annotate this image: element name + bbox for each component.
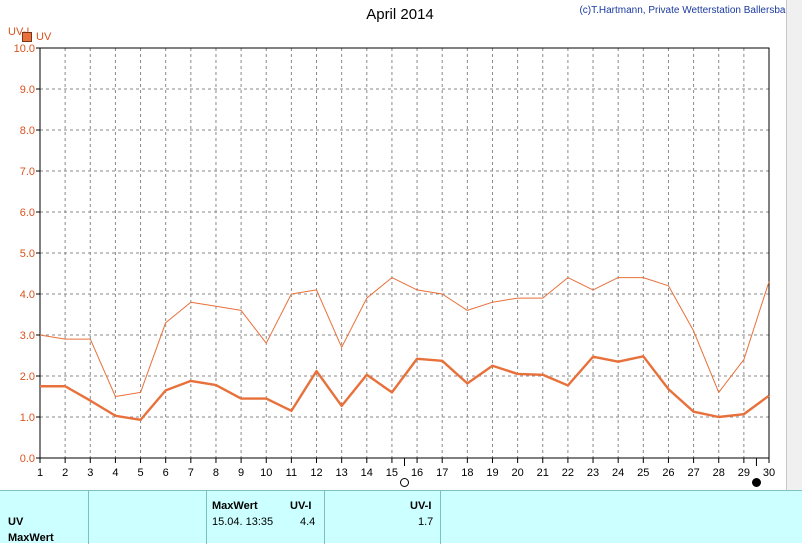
x-tick-label: 21 bbox=[537, 467, 549, 479]
x-tick-label: 29 bbox=[738, 467, 750, 479]
x-tick-label: 19 bbox=[486, 467, 498, 479]
open-circle-marker bbox=[400, 478, 409, 487]
legend-label: UV bbox=[36, 31, 52, 43]
series-lines bbox=[39, 277, 770, 422]
chart-grid bbox=[39, 47, 770, 459]
x-tick-label: 12 bbox=[310, 467, 322, 479]
legend: UV bbox=[22, 31, 51, 43]
y-tick-label: 7.0 bbox=[20, 166, 35, 178]
summary-panel: UV MaxWert MaxWert UV-I 15.04. 13:35 4.4… bbox=[0, 490, 802, 544]
x-tick-label: 5 bbox=[137, 467, 143, 479]
chart-title: April 2014 bbox=[366, 6, 434, 23]
vertical-scrollbar[interactable] bbox=[786, 0, 802, 490]
panel-max-header: MaxWert bbox=[212, 500, 258, 512]
x-tick-label: 18 bbox=[461, 467, 473, 479]
panel-max-datetime: 15.04. 13:35 bbox=[212, 516, 274, 528]
x-tick-label: 20 bbox=[511, 467, 523, 479]
x-tick-label: 16 bbox=[411, 467, 423, 479]
panel-avg-value: 1.7 bbox=[418, 516, 434, 528]
x-tick-label: 25 bbox=[637, 467, 649, 479]
x-tick-label: 4 bbox=[112, 467, 118, 479]
series-line-mean bbox=[40, 355, 770, 422]
x-tick-label: 13 bbox=[336, 467, 348, 479]
x-tick-label: 1 bbox=[37, 467, 43, 479]
filled-circle-marker bbox=[751, 478, 761, 487]
y-tick-label: 8.0 bbox=[20, 125, 35, 137]
x-tick-label: 9 bbox=[238, 467, 244, 479]
x-tick-label: 23 bbox=[587, 467, 599, 479]
y-tick-label: 10.0 bbox=[14, 43, 35, 55]
y-tick-label: 0.0 bbox=[20, 453, 35, 465]
x-tick-label: 14 bbox=[361, 467, 373, 479]
y-tick-label: 9.0 bbox=[20, 84, 35, 96]
x-tick-label: 24 bbox=[612, 467, 624, 479]
axis-ticks: 1 2 3 4 5 6 7 8 9 10 11 12 13 14 15 16 17 18 19 20 21 22 23 24 2… bbox=[14, 43, 776, 479]
x-tick-label: 30 bbox=[763, 467, 775, 479]
legend-swatch bbox=[22, 32, 32, 42]
series-line-max bbox=[39, 277, 770, 397]
x-tick-label: 26 bbox=[662, 467, 674, 479]
y-tick-label: 3.0 bbox=[20, 330, 35, 342]
x-tick-label: 27 bbox=[687, 467, 699, 479]
panel-row1-label: UV bbox=[8, 516, 24, 528]
x-tick-label: 15 bbox=[386, 467, 398, 479]
y-tick-label: 1.0 bbox=[20, 412, 35, 424]
x-tick-label: 28 bbox=[713, 467, 725, 479]
panel-uvi-header: UV-I bbox=[290, 500, 312, 512]
y-tick-label: 2.0 bbox=[20, 371, 35, 383]
x-tick-label: 11 bbox=[286, 467, 297, 479]
x-tick-label: 22 bbox=[562, 467, 574, 479]
x-tick-label: 8 bbox=[213, 467, 219, 479]
uv-chart: 1 2 3 4 5 6 7 8 9 10 11 12 13 14 15 16 17 18 19 20 21 22 23 24 2… bbox=[14, 43, 776, 479]
panel-uvi-header-2: UV-I bbox=[410, 500, 432, 512]
y-tick-label: 6.0 bbox=[20, 207, 35, 219]
panel-max-value: 4.4 bbox=[300, 516, 316, 528]
credit-text: (c)T.Hartmann, Private Wetterstation Bal… bbox=[579, 5, 796, 16]
y-tick-label: 4.0 bbox=[20, 289, 35, 301]
y-tick-label: 5.0 bbox=[20, 248, 35, 260]
panel-row2-label: MaxWert bbox=[8, 532, 54, 544]
x-tick-label: 6 bbox=[163, 467, 169, 479]
x-tick-label: 7 bbox=[188, 467, 194, 479]
x-tick-label: 10 bbox=[260, 467, 272, 479]
x-tick-label: 2 bbox=[62, 467, 68, 479]
x-tick-label: 17 bbox=[436, 467, 448, 479]
x-tick-label: 3 bbox=[87, 467, 93, 479]
